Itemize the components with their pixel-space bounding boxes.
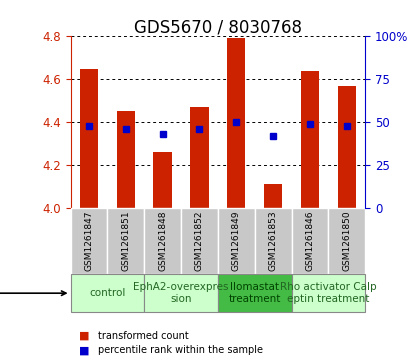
Title: GDS5670 / 8030768: GDS5670 / 8030768 — [134, 18, 302, 36]
Bar — [291, 274, 365, 312]
Bar — [80, 69, 98, 208]
Text: GSM1261852: GSM1261852 — [195, 211, 204, 272]
Bar — [107, 208, 144, 274]
Text: transformed count: transformed count — [98, 331, 188, 341]
Bar — [71, 208, 107, 274]
Bar — [255, 208, 291, 274]
Text: GSM1261853: GSM1261853 — [269, 211, 278, 272]
Bar — [218, 274, 291, 312]
Bar — [190, 107, 209, 208]
Bar — [144, 274, 218, 312]
Text: GSM1261846: GSM1261846 — [305, 211, 315, 272]
Text: EphA2-overexpres
sion: EphA2-overexpres sion — [133, 282, 229, 304]
Bar — [227, 38, 246, 208]
Text: protocol: protocol — [0, 288, 66, 298]
Bar — [144, 208, 181, 274]
Text: GSM1261851: GSM1261851 — [121, 211, 130, 272]
Bar — [181, 208, 218, 274]
Bar — [337, 86, 356, 208]
Bar — [328, 208, 365, 274]
Bar — [264, 184, 282, 208]
Text: ■: ■ — [79, 345, 89, 355]
Bar — [71, 274, 144, 312]
Text: control: control — [89, 288, 126, 298]
Bar — [301, 71, 319, 208]
Text: GSM1261849: GSM1261849 — [232, 211, 241, 272]
Text: GSM1261847: GSM1261847 — [85, 211, 93, 272]
Text: percentile rank within the sample: percentile rank within the sample — [98, 345, 263, 355]
Text: Rho activator Calp
eptin treatment: Rho activator Calp eptin treatment — [280, 282, 377, 304]
Text: Ilomastat
treatment: Ilomastat treatment — [229, 282, 281, 304]
Text: ■: ■ — [79, 331, 89, 341]
Bar — [117, 111, 135, 208]
Text: GSM1261848: GSM1261848 — [158, 211, 167, 272]
Bar — [291, 208, 328, 274]
Bar — [218, 208, 255, 274]
Bar — [154, 152, 172, 208]
Text: GSM1261850: GSM1261850 — [342, 211, 351, 272]
